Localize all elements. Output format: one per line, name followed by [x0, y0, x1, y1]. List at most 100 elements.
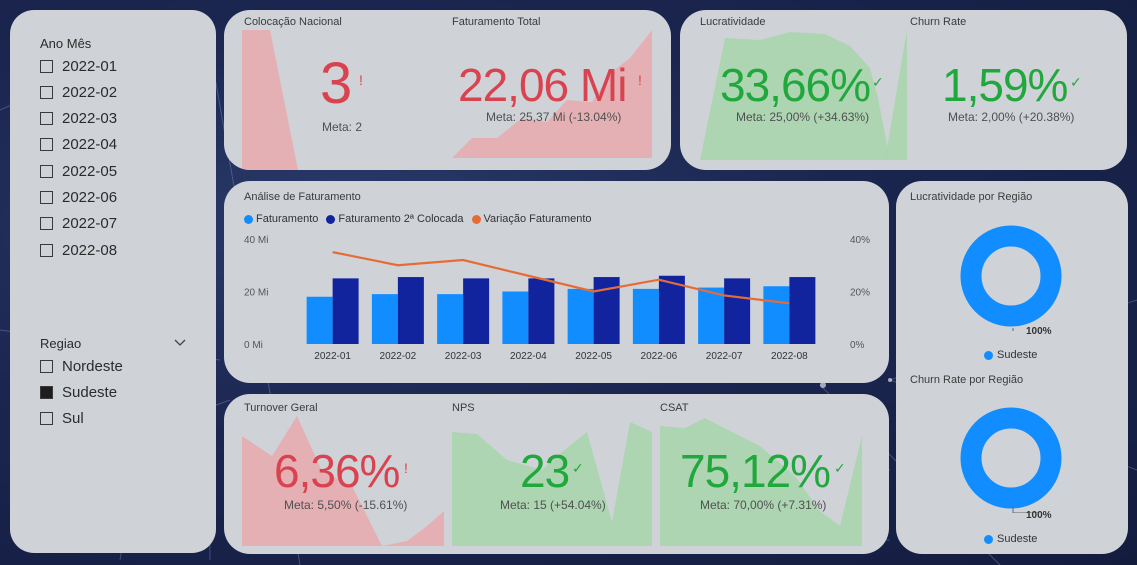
checkbox[interactable] — [40, 385, 53, 399]
donut-slice-sudeste — [960, 225, 1062, 327]
churn-trend-area — [885, 30, 907, 160]
y-right-tick-label: 0% — [850, 340, 865, 351]
bar-faturamento-2a-colocada — [397, 277, 424, 344]
faturamento-title: Faturamento Total — [452, 16, 541, 28]
kpi-card-colocacao-faturamento: Colocação Nacional 3 ! Meta: 2 Faturamen… — [224, 10, 671, 170]
checkbox[interactable] — [40, 411, 53, 425]
legend-item-faturamento-2a[interactable]: Faturamento 2ª Colocada — [326, 213, 464, 225]
checkbox[interactable] — [40, 59, 53, 73]
month-option-2022-02[interactable]: 2022-02 — [40, 82, 117, 102]
bar-faturamento-2a-colocada — [528, 278, 555, 344]
checkbox[interactable] — [40, 112, 53, 126]
checkbox[interactable] — [40, 138, 53, 152]
chevron-down-icon[interactable] — [174, 338, 186, 348]
region-option-nordeste[interactable]: Nordeste — [40, 356, 123, 376]
month-option-2022-08[interactable]: 2022-08 — [40, 240, 117, 260]
colocacao-flag-icon: ! — [359, 72, 363, 88]
turnover-value: 6,36% — [274, 445, 400, 497]
month-option-label: 2022-04 — [62, 136, 118, 154]
month-option-2022-03[interactable]: 2022-03 — [40, 109, 117, 129]
checkbox[interactable] — [40, 243, 53, 257]
turnover-trend-area — [242, 416, 444, 546]
month-option-2022-07[interactable]: 2022-07 — [40, 214, 117, 234]
y-left-tick-label: 20 Mi — [244, 288, 268, 299]
csat-title: CSAT — [660, 402, 689, 414]
legend-item-variacao[interactable]: Variação Faturamento — [471, 213, 592, 225]
chart-legend: Faturamento Faturamento 2ª Colocada Vari… — [244, 213, 592, 225]
kpi-card-turnover-nps-csat: Turnover Geral 6,36% ! Meta: 5,50% (-15.… — [224, 394, 889, 554]
x-category-label: 2022-07 — [706, 351, 743, 362]
region-option-label: Nordeste — [62, 357, 123, 375]
nps-value: 23 — [520, 445, 570, 497]
faturamento-value: 22,06 Mi — [458, 59, 627, 111]
bar-faturamento — [437, 294, 464, 344]
checkbox[interactable] — [40, 359, 53, 373]
lucratividade-meta: Meta: 25,00% (+34.63%) — [736, 110, 870, 124]
month-option-2022-06[interactable]: 2022-06 — [40, 188, 117, 208]
checkbox[interactable] — [40, 164, 53, 178]
checkbox[interactable] — [40, 217, 53, 231]
region-slicer-title: Regiao — [40, 336, 82, 351]
x-category-label: 2022-02 — [380, 351, 417, 362]
lucratividade-regiao-title: Lucratividade por Região — [910, 191, 1033, 203]
region-option-label: Sul — [62, 409, 84, 427]
y-left-tick-label: 0 Mi — [244, 340, 263, 351]
turnover-title: Turnover Geral — [244, 402, 318, 414]
csat-check-icon: ✓ — [834, 460, 846, 476]
nps-title: NPS — [452, 402, 475, 414]
nps-trend-area — [452, 422, 652, 546]
churn-title: Churn Rate — [910, 16, 967, 28]
bar-faturamento-2a-colocada — [658, 275, 685, 344]
bar-faturamento — [371, 294, 398, 344]
lucratividade-title: Lucratividade — [700, 16, 766, 28]
churn-value: 1,59% — [942, 59, 1068, 111]
checkbox[interactable] — [40, 191, 53, 204]
bar-faturamento-2a-colocada — [789, 277, 816, 344]
colocacao-title: Colocação Nacional — [244, 16, 342, 28]
checkbox[interactable] — [40, 85, 53, 99]
slicer-panel: Ano Mês 2022-01 2022-02 2022-03 2022-04 2022… — [10, 10, 216, 553]
bar-faturamento — [306, 296, 333, 344]
turnover-flag-icon: ! — [404, 460, 408, 476]
bar-faturamento-2a-colocada — [463, 278, 490, 344]
month-option-label: 2022-07 — [62, 215, 118, 233]
churn-check-icon: ✓ — [1070, 74, 1082, 90]
month-option-2022-04[interactable]: 2022-04 — [40, 135, 117, 155]
faturamento-meta: Meta: 25,37 Mi (-13.04%) — [486, 110, 622, 124]
faturamento-flag-icon: ! — [638, 72, 642, 88]
x-category-label: 2022-05 — [575, 351, 612, 362]
lucratividade-trend-area — [700, 32, 890, 160]
churn-regiao-donut — [960, 407, 1062, 513]
lucratividade-donut-legend[interactable]: Sudeste — [984, 349, 1037, 361]
month-option-2022-05[interactable]: 2022-05 — [40, 161, 117, 181]
faturamento-trend-area — [452, 30, 652, 158]
churn-meta: Meta: 2,00% (+20.38%) — [948, 110, 1075, 124]
x-category-label: 2022-01 — [314, 351, 351, 362]
csat-meta: Meta: 70,00% (+7.31%) — [700, 498, 827, 512]
lucratividade-slice-label: 100% — [1026, 326, 1052, 337]
region-option-sudeste[interactable]: Sudeste — [40, 382, 117, 402]
chart-title: Análise de Faturamento — [244, 191, 361, 203]
churn-slice-label: 100% — [1026, 510, 1052, 521]
region-option-sul[interactable]: Sul — [40, 408, 84, 428]
y-right-tick-label: 20% — [850, 288, 870, 299]
bar-faturamento — [763, 286, 790, 344]
faturamento-combo-chart: 40 Mi 20 Mi 0 Mi 40% 20% 0% 2022-01 2022-02 2022… — [244, 235, 870, 362]
kpi-card-lucratividade-churn: Lucratividade 33,66% ✓ Meta: 25,00% (+34… — [680, 10, 1127, 170]
month-option-label: 2022-05 — [62, 162, 118, 180]
month-option-label: 2022-02 — [62, 83, 118, 101]
turnover-meta: Meta: 5,50% (-15.61%) — [284, 498, 408, 512]
y-left-tick-label: 40 Mi — [244, 235, 268, 246]
month-option-label: 2022-06 — [62, 189, 118, 206]
y-right-tick-label: 40% — [850, 235, 870, 246]
churn-donut-legend[interactable]: Sudeste — [984, 533, 1037, 545]
bar-faturamento — [502, 291, 529, 344]
legend-item-faturamento[interactable]: Faturamento — [244, 213, 318, 225]
nps-check-icon: ✓ — [572, 460, 584, 476]
faturamento-chart-card: Análise de Faturamento Faturamento Fatur… — [224, 181, 889, 383]
bar-faturamento — [698, 287, 725, 344]
month-option-2022-01[interactable]: 2022-01 — [40, 56, 117, 76]
lucratividade-value: 33,66% — [720, 59, 871, 111]
x-category-label: 2022-08 — [771, 351, 808, 362]
lucratividade-regiao-donut — [960, 225, 1062, 331]
